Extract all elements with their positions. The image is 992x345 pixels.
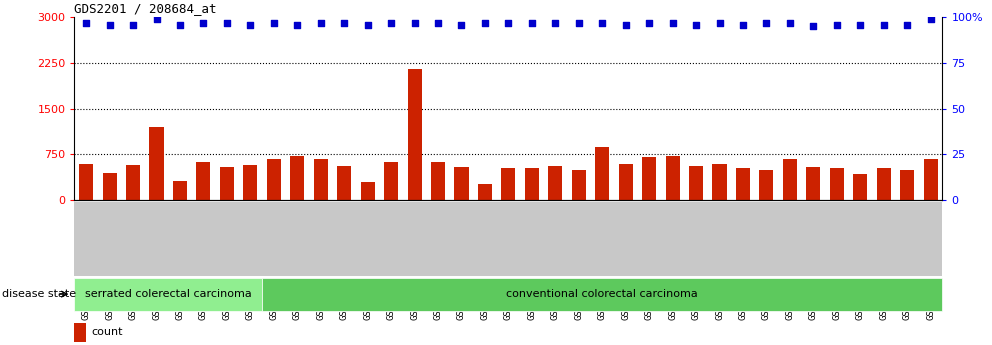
Bar xyxy=(291,156,305,200)
Point xyxy=(78,20,94,26)
Bar xyxy=(689,166,703,200)
Bar xyxy=(431,162,445,200)
Point xyxy=(101,22,117,27)
Point xyxy=(477,20,493,26)
Bar xyxy=(712,164,726,200)
Bar xyxy=(313,159,327,200)
Point xyxy=(266,20,282,26)
Bar xyxy=(595,147,609,200)
Point xyxy=(688,22,704,27)
Point xyxy=(711,20,727,26)
Bar xyxy=(829,168,844,200)
Bar xyxy=(877,168,891,200)
Point xyxy=(735,22,751,27)
Point xyxy=(548,20,563,26)
Bar xyxy=(243,165,257,200)
Bar xyxy=(220,167,234,200)
Point xyxy=(594,20,610,26)
Point xyxy=(453,22,469,27)
Bar xyxy=(549,166,562,200)
Point xyxy=(852,22,868,27)
Text: GDS2201 / 208684_at: GDS2201 / 208684_at xyxy=(74,2,217,15)
Point xyxy=(618,22,634,27)
Bar xyxy=(924,159,937,200)
Point xyxy=(665,20,681,26)
Point xyxy=(759,20,775,26)
Bar xyxy=(642,157,656,200)
Bar xyxy=(736,168,750,200)
Bar xyxy=(79,164,93,200)
Bar xyxy=(361,182,375,200)
Bar xyxy=(619,164,633,200)
Bar xyxy=(126,165,140,200)
Bar xyxy=(408,69,422,200)
Point xyxy=(407,20,423,26)
Point xyxy=(806,24,821,29)
Point xyxy=(312,20,328,26)
Point xyxy=(900,22,916,27)
Text: count: count xyxy=(91,327,123,337)
Point xyxy=(923,16,938,22)
Point xyxy=(876,22,892,27)
Bar xyxy=(337,166,351,200)
Point xyxy=(431,20,446,26)
Point xyxy=(172,22,187,27)
Point xyxy=(242,22,258,27)
Bar xyxy=(666,156,680,200)
Point xyxy=(338,250,354,255)
Bar xyxy=(853,174,867,200)
Point xyxy=(290,22,306,27)
Point xyxy=(219,20,235,26)
Bar xyxy=(384,162,398,200)
Point xyxy=(360,22,376,27)
Text: disease state: disease state xyxy=(2,289,76,299)
Bar xyxy=(74,324,85,342)
Point xyxy=(149,16,165,22)
Point xyxy=(125,22,141,27)
Bar xyxy=(525,168,539,200)
Point xyxy=(383,20,399,26)
Bar xyxy=(267,159,281,200)
Bar xyxy=(454,167,468,200)
Point xyxy=(570,20,586,26)
Bar xyxy=(571,170,586,200)
Bar xyxy=(173,180,187,200)
Bar xyxy=(262,278,942,310)
Point xyxy=(829,22,845,27)
Bar xyxy=(783,159,797,200)
Bar xyxy=(900,170,915,200)
Bar xyxy=(501,168,516,200)
Bar xyxy=(196,162,210,200)
Point xyxy=(641,20,657,26)
Point xyxy=(336,20,352,26)
Bar xyxy=(478,184,492,200)
Point xyxy=(782,20,798,26)
Point xyxy=(195,20,211,26)
Bar xyxy=(806,167,820,200)
Bar xyxy=(150,127,164,200)
Point xyxy=(500,20,516,26)
Point xyxy=(524,20,540,26)
Bar xyxy=(74,278,262,310)
Bar xyxy=(760,170,774,200)
Bar xyxy=(102,172,117,200)
Text: serrated colerectal carcinoma: serrated colerectal carcinoma xyxy=(85,289,252,299)
Text: conventional colorectal carcinoma: conventional colorectal carcinoma xyxy=(506,289,698,299)
